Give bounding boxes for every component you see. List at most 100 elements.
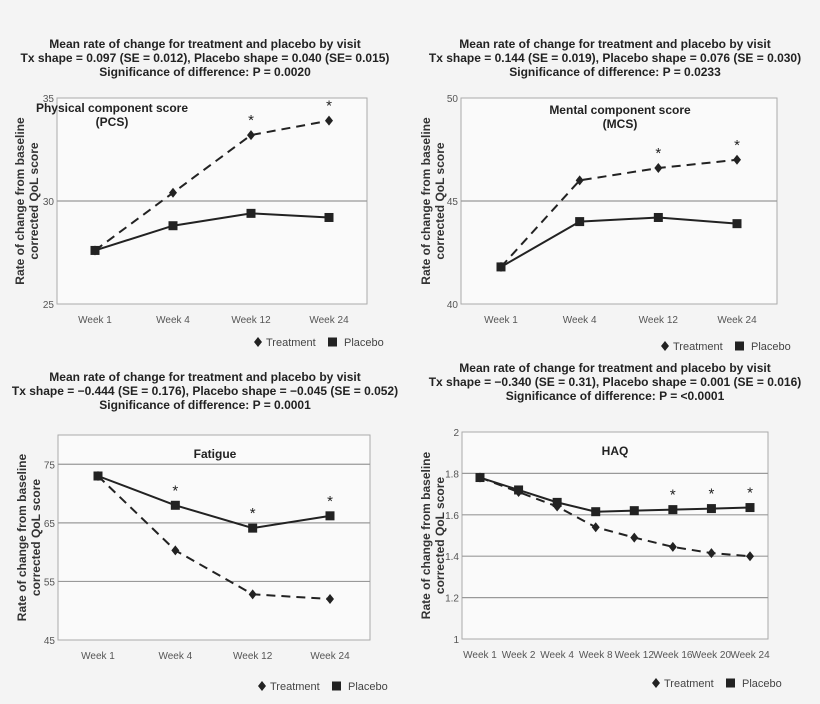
placebo-point [93, 471, 103, 481]
placebo-point [325, 511, 335, 521]
placebo-point [475, 473, 485, 483]
x-tick-label: Week 12 [639, 315, 679, 326]
y-axis-label: corrected QoL score [29, 479, 43, 596]
placebo-point [629, 506, 639, 516]
legend-label-treatment: Treatment [270, 681, 320, 693]
series-line-treatment [479, 476, 751, 558]
x-tick-label: Week 1 [78, 315, 112, 326]
x-tick-label: Week 12 [615, 650, 655, 661]
x-tick-label: Week 4 [156, 315, 190, 326]
y-tick-label: 1.6 [445, 511, 459, 522]
chart-panel-3: Mean rate of change for treatment and pl… [12, 370, 398, 693]
placebo-point [668, 505, 678, 515]
chart-title-line: Mean rate of change for treatment and pl… [49, 370, 360, 384]
chart-panel-2: Mean rate of change for treatment and pl… [419, 37, 801, 353]
legend-label-treatment: Treatment [266, 337, 316, 349]
placebo-point [575, 217, 585, 227]
x-tick-label: Week 16 [653, 650, 693, 661]
legend-square-icon [735, 341, 744, 351]
chart-title-line: Tx shape = −0.444 (SE = 0.176), Placebo … [12, 384, 398, 398]
chart-title-line: Tx shape = −0.340 (SE = 0.31), Placebo s… [429, 375, 802, 389]
placebo-point [745, 503, 755, 513]
legend-label-treatment: Treatment [664, 678, 714, 690]
placebo-point [732, 219, 742, 229]
y-tick-label: 1.8 [445, 469, 459, 480]
placebo-point [706, 504, 716, 514]
legend-diamond-icon [652, 678, 660, 688]
x-tick-label: Week 8 [579, 650, 613, 661]
y-tick-label: 65 [44, 519, 56, 530]
placebo-point [170, 500, 180, 510]
series-line-placebo [97, 475, 331, 530]
chart-title-line: Significance of difference: P = 0.0001 [99, 398, 311, 412]
x-tick-label: Week 2 [502, 650, 536, 661]
legend-square-icon [332, 681, 341, 691]
placebo-point [90, 245, 100, 255]
significance-star: * [250, 505, 256, 522]
treatment-point [169, 187, 177, 198]
legend-label-treatment: Treatment [673, 341, 723, 353]
chart-title-line: Significance of difference: P = 0.0233 [509, 65, 721, 79]
placebo-point [514, 485, 524, 495]
x-tick-label: Week 24 [310, 651, 350, 662]
legend-label-placebo: Placebo [344, 337, 384, 349]
legend-label-placebo: Placebo [751, 341, 791, 353]
y-tick-label: 75 [44, 460, 56, 471]
x-tick-label: Week 24 [730, 650, 770, 661]
panel-label: Physical component score [36, 101, 188, 115]
y-tick-label: 45 [447, 197, 459, 208]
treatment-point [591, 522, 600, 533]
x-tick-label: Week 1 [463, 650, 497, 661]
placebo-point [653, 212, 663, 222]
panel-label: (MCS) [603, 117, 638, 131]
plot-area [461, 431, 769, 640]
placebo-point [168, 221, 178, 231]
chart-title-line: Tx shape = 0.097 (SE = 0.012), Placebo s… [21, 51, 390, 65]
y-axis-label: Rate of change from baseline [15, 453, 29, 621]
y-tick-label: 35 [43, 94, 55, 105]
x-tick-label: Week 12 [231, 315, 271, 326]
y-tick-label: 1 [453, 635, 459, 646]
y-tick-label: 55 [44, 577, 56, 588]
significance-star: * [655, 145, 661, 162]
series-line-treatment [94, 119, 330, 252]
y-axis-label: corrected QoL score [433, 477, 447, 594]
legend-square-icon [328, 337, 337, 347]
placebo-point [591, 507, 601, 517]
significance-star: * [327, 493, 333, 510]
y-tick-label: 2 [453, 428, 459, 439]
y-axis-label: Rate of change from baseline [419, 451, 433, 619]
legend-label-placebo: Placebo [742, 678, 782, 690]
treatment-point [654, 163, 663, 174]
treatment-point [325, 115, 333, 126]
x-tick-label: Week 1 [484, 315, 518, 326]
x-tick-label: Week 24 [717, 315, 757, 326]
treatment-point [326, 594, 334, 604]
y-axis-label: corrected QoL score [433, 142, 447, 259]
x-tick-label: Week 4 [158, 651, 192, 662]
panel-label: HAQ [602, 444, 629, 458]
treatment-point [247, 130, 255, 141]
placebo-point [552, 497, 562, 507]
treatment-point [171, 545, 180, 556]
series-line-treatment [97, 475, 331, 600]
y-tick-label: 1.4 [445, 552, 459, 563]
y-tick-label: 25 [43, 300, 55, 311]
x-tick-label: Week 1 [81, 651, 115, 662]
plot-area [57, 434, 371, 641]
y-axis-label: Rate of change from baseline [13, 117, 27, 285]
panel-label: Mental component score [549, 103, 691, 117]
panel-label: (PCS) [96, 115, 129, 129]
chart-title-line: Mean rate of change for treatment and pl… [459, 361, 770, 375]
y-tick-label: 1.2 [445, 594, 459, 605]
treatment-point [707, 548, 716, 559]
y-axis-label: corrected QoL score [27, 142, 41, 259]
chart-title-line: Mean rate of change for treatment and pl… [459, 37, 770, 51]
significance-star: * [670, 487, 676, 504]
x-tick-label: Week 4 [563, 315, 597, 326]
placebo-point [496, 262, 506, 272]
treatment-point [630, 532, 639, 543]
significance-star: * [734, 137, 740, 154]
significance-star: * [248, 112, 254, 129]
